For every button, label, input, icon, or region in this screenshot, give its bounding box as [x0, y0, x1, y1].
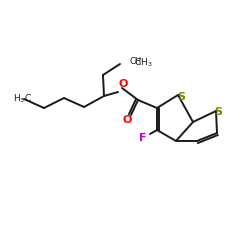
Text: F: F: [139, 133, 147, 143]
Text: CH: CH: [130, 58, 142, 66]
Text: CH$_3$: CH$_3$: [134, 57, 152, 69]
Text: O: O: [118, 79, 128, 89]
Text: O: O: [122, 115, 132, 125]
Text: S: S: [214, 107, 222, 117]
Text: H$_3$C: H$_3$C: [13, 93, 32, 105]
Text: S: S: [177, 92, 185, 102]
